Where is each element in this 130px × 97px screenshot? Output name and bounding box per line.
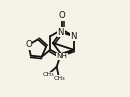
Text: NH: NH bbox=[57, 54, 67, 59]
Text: N: N bbox=[70, 32, 77, 41]
Text: CH₃: CH₃ bbox=[53, 75, 65, 81]
Text: N: N bbox=[58, 28, 64, 37]
Text: O: O bbox=[59, 12, 65, 20]
Text: O: O bbox=[25, 40, 32, 49]
Text: CH₃: CH₃ bbox=[42, 72, 54, 77]
